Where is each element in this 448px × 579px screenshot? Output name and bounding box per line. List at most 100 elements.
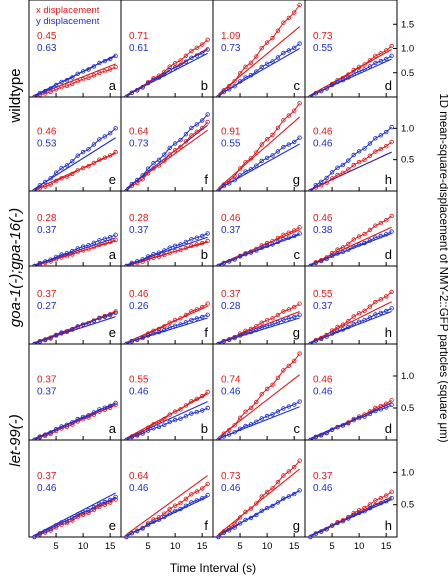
x-displacement-point bbox=[156, 254, 162, 259]
x-displacement-point bbox=[183, 139, 189, 144]
x-displacement-point bbox=[270, 316, 275, 321]
y-displacement-point bbox=[324, 526, 329, 532]
alpha-y-label: 0.37 bbox=[221, 225, 241, 236]
panel-h-row2: 0.460.46 h bbox=[304, 96, 398, 194]
y-displacement-point bbox=[37, 183, 42, 188]
y-displacement-point bbox=[254, 327, 259, 333]
y-displacement-point bbox=[313, 434, 318, 439]
y-displacement-point bbox=[243, 331, 248, 336]
y-displacement-point bbox=[172, 65, 178, 70]
x-displacement-point bbox=[232, 79, 237, 84]
y-displacement-point bbox=[356, 415, 362, 421]
y-displacement-point bbox=[129, 260, 134, 266]
y-displacement-point bbox=[221, 183, 226, 189]
y-displacement-point bbox=[205, 492, 210, 498]
y-displacement-line bbox=[218, 401, 300, 441]
x-displacement-point bbox=[64, 520, 70, 526]
y-displacement-point bbox=[48, 526, 53, 532]
y-displacement-point bbox=[340, 327, 346, 332]
y-displacement-point bbox=[53, 254, 59, 260]
x-displacement-line bbox=[126, 391, 208, 441]
x-displacement-point bbox=[86, 510, 91, 516]
y-displacement-line bbox=[34, 234, 116, 267]
y-displacement-point bbox=[270, 412, 275, 417]
x-displacement-point bbox=[145, 257, 151, 262]
y-displacement-point bbox=[221, 434, 226, 439]
y-displacement-point bbox=[362, 509, 367, 514]
panel-letter: c bbox=[294, 421, 301, 436]
panel-frame bbox=[28, 265, 122, 345]
panel-letter: b bbox=[201, 421, 208, 436]
x-displacement-point bbox=[297, 101, 302, 106]
x-displacement-point bbox=[351, 237, 356, 242]
y-displacement-point bbox=[264, 61, 270, 66]
y-displacement-point bbox=[86, 321, 91, 326]
y-displacement-point bbox=[297, 41, 302, 46]
y-displacement-line bbox=[218, 233, 300, 267]
y-displacement-point bbox=[70, 248, 75, 254]
y-displacement-point bbox=[373, 312, 378, 317]
x-displacement-point bbox=[384, 48, 389, 53]
y-displacement-point bbox=[199, 51, 205, 56]
y-displacement-point bbox=[346, 421, 351, 426]
alpha-x-label: 0.91 bbox=[221, 127, 241, 138]
y-displacement-point bbox=[59, 79, 64, 85]
panel-frame bbox=[304, 265, 398, 345]
y-displacement-point bbox=[162, 327, 167, 333]
alpha-x-label: 0.46 bbox=[221, 213, 241, 224]
y-displacement-point bbox=[313, 338, 318, 343]
x-fit-line bbox=[126, 393, 208, 439]
x-displacement-point bbox=[107, 67, 113, 72]
x-tick-label: 5 bbox=[53, 541, 58, 552]
y-displacement-point bbox=[292, 139, 297, 145]
x-displacement-point bbox=[53, 87, 59, 92]
panel-frame bbox=[304, 190, 398, 267]
x-displacement-point bbox=[243, 409, 248, 414]
y-displacement-point bbox=[232, 83, 237, 89]
x-displacement-point bbox=[248, 156, 254, 161]
y-displacement-point bbox=[351, 152, 356, 158]
y-displacement-point bbox=[48, 257, 53, 262]
panel-letter: b bbox=[201, 78, 208, 93]
alpha-y-label: 0.53 bbox=[37, 139, 57, 150]
x-displacement-line bbox=[218, 303, 300, 345]
x-displacement-point bbox=[48, 182, 53, 187]
y-displacement-point bbox=[189, 411, 194, 416]
y-displacement-line bbox=[126, 494, 208, 538]
x-displacement-point bbox=[194, 45, 199, 50]
alpha-y-label: 0.46 bbox=[37, 483, 57, 494]
x-displacement-point bbox=[178, 247, 183, 253]
y-displacement-point bbox=[237, 521, 243, 526]
panel-letter: c bbox=[294, 78, 301, 93]
alpha-x-label: 0.64 bbox=[129, 471, 149, 482]
x-displacement-point bbox=[389, 489, 394, 494]
x-fit-line bbox=[34, 497, 116, 536]
y-displacement-point bbox=[226, 259, 232, 264]
y-displacement-point bbox=[286, 48, 291, 53]
y-displacement-point bbox=[86, 413, 91, 418]
y-displacement-point bbox=[199, 314, 205, 320]
y-displacement-point bbox=[140, 431, 145, 436]
x-displacement-point bbox=[178, 316, 183, 321]
x-displacement-line bbox=[310, 291, 392, 345]
y-displacement-point bbox=[156, 424, 162, 430]
x-displacement-point bbox=[243, 328, 248, 333]
x-displacement-point bbox=[362, 231, 367, 237]
x-axis-label: Time Interval (s) bbox=[170, 561, 256, 575]
y-displacement-point bbox=[329, 82, 335, 88]
y-displacement-point bbox=[286, 404, 291, 409]
panel-frame bbox=[120, 0, 214, 98]
x-displacement-point bbox=[292, 228, 297, 233]
panel-c-row5: 0.740.46 c bbox=[212, 343, 306, 443]
y-displacement-point bbox=[75, 416, 80, 422]
y-displacement-point bbox=[275, 409, 281, 414]
y-displacement-point bbox=[264, 323, 270, 328]
x-displacement-point bbox=[64, 174, 70, 179]
y-displacement-point bbox=[297, 488, 302, 493]
y-displacement-line bbox=[310, 55, 392, 98]
x-displacement-point bbox=[162, 416, 167, 422]
y-displacement-point bbox=[389, 53, 394, 58]
y-tick-label: 1.0 bbox=[401, 44, 414, 55]
panel-b-row5: 0.550.46 b bbox=[120, 343, 214, 443]
y-displacement-point bbox=[102, 314, 107, 319]
